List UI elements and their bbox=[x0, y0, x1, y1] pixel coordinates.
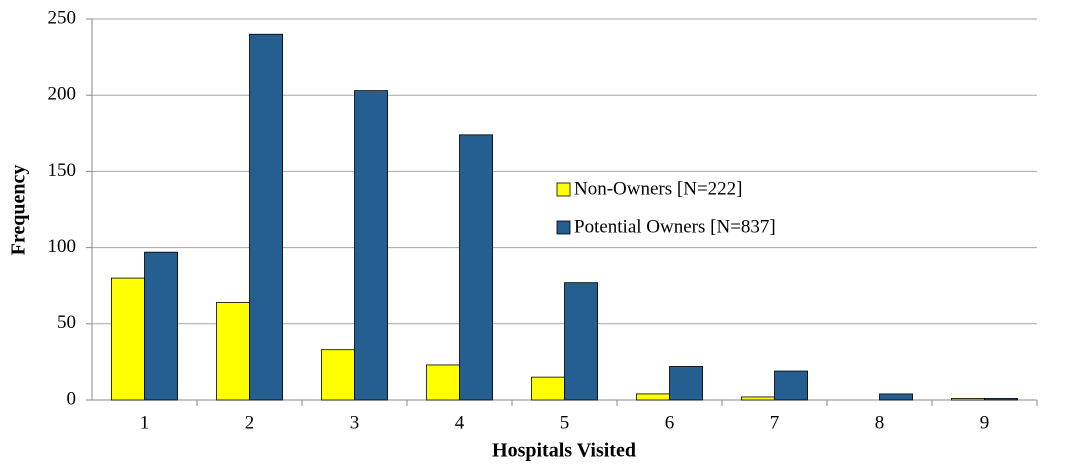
bar bbox=[144, 251, 178, 401]
bar bbox=[354, 90, 388, 401]
bar bbox=[741, 396, 775, 401]
bar bbox=[564, 282, 598, 401]
y-tick-label: 250 bbox=[48, 7, 77, 28]
bar bbox=[774, 370, 808, 401]
y-tick-label: 0 bbox=[67, 388, 77, 409]
y-tick-label: 200 bbox=[48, 84, 77, 105]
x-tick-label: 3 bbox=[350, 412, 360, 433]
legend-swatch bbox=[556, 220, 571, 235]
bar bbox=[636, 393, 670, 401]
x-tick-label: 5 bbox=[560, 412, 570, 433]
bar bbox=[459, 134, 493, 401]
bar bbox=[951, 398, 985, 401]
x-tick-label: 7 bbox=[770, 412, 780, 433]
x-tick-label: 6 bbox=[665, 412, 675, 433]
bar bbox=[669, 366, 703, 401]
legend-swatch bbox=[556, 182, 571, 197]
bar bbox=[321, 349, 355, 401]
y-tick-label: 50 bbox=[57, 312, 76, 333]
y-tick-label: 150 bbox=[48, 160, 77, 181]
legend-label: Potential Owners [N=837] bbox=[574, 216, 776, 237]
bar bbox=[111, 277, 145, 401]
x-tick-label: 4 bbox=[455, 412, 465, 433]
x-axis-title: Hospitals Visited bbox=[492, 440, 636, 462]
bar bbox=[249, 33, 283, 401]
x-tick-label: 9 bbox=[980, 412, 990, 433]
bar bbox=[879, 393, 913, 401]
legend-label: Non-Owners [N=222] bbox=[574, 178, 743, 199]
x-tick-label: 1 bbox=[140, 412, 150, 433]
x-tick-label: 8 bbox=[875, 412, 885, 433]
y-tick-label: 100 bbox=[48, 236, 77, 257]
bar bbox=[531, 376, 565, 401]
bar bbox=[984, 398, 1018, 401]
bar bbox=[216, 302, 250, 401]
x-tick-label: 2 bbox=[245, 412, 255, 433]
y-axis-title: Frequency bbox=[8, 165, 30, 256]
bar bbox=[426, 364, 460, 401]
